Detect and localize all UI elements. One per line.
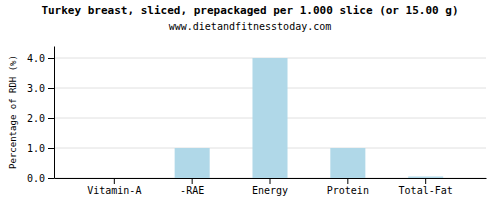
grid: [54, 58, 486, 178]
bar: [408, 177, 443, 179]
y-tick-label: 1.0: [27, 143, 45, 154]
y-axis-line: [54, 47, 55, 179]
y-tick-mark: [48, 88, 54, 89]
x-tick-label: Protein: [327, 185, 369, 196]
x-tick-mark: [270, 178, 271, 184]
chart-container: Turkey breast, sliced, prepackaged per 1…: [0, 0, 500, 200]
x-tick: Total-Fat: [399, 178, 453, 196]
y-tick-mark: [48, 148, 54, 149]
x-tick: Energy: [252, 178, 288, 196]
x-tick-label: Vitamin-A: [87, 185, 141, 196]
x-tick-label: Energy: [252, 185, 288, 196]
x-tick-mark: [114, 178, 115, 184]
x-tick: Protein: [327, 178, 369, 196]
y-tick-mark: [48, 178, 54, 179]
x-tick-label: Total-Fat: [399, 185, 453, 196]
bar: [97, 178, 132, 179]
y-tick: 3.0: [27, 83, 54, 94]
y-tick-mark: [48, 58, 54, 59]
x-tick: Vitamin-A: [87, 178, 141, 196]
y-axis: 0.0 1.0 2.0 3.0 4.0: [27, 47, 55, 184]
bar: [175, 148, 210, 178]
bar: [252, 58, 287, 178]
y-tick: 2.0: [27, 113, 54, 124]
subtitle: www.dietandfitnesstoday.com: [169, 21, 332, 32]
y-tick-mark: [48, 118, 54, 119]
x-tick: -RAE: [180, 178, 204, 196]
y-tick: 4.0: [27, 53, 54, 64]
chart-svg: Turkey breast, sliced, prepackaged per 1…: [0, 0, 500, 200]
x-tick-mark: [425, 178, 426, 184]
x-tick-mark: [347, 178, 348, 184]
x-tick-mark: [192, 178, 193, 184]
y-tick: 0.0: [27, 173, 54, 184]
y-tick-label: 2.0: [27, 113, 45, 124]
y-tick: 1.0: [27, 143, 54, 154]
y-axis-title: Percentage of RDH (%): [8, 55, 18, 169]
y-tick-label: 4.0: [27, 53, 45, 64]
y-tick-label: 0.0: [27, 173, 45, 184]
plot-area: [175, 58, 444, 178]
y-tick-label: 3.0: [27, 83, 45, 94]
x-axis: Vitamin-A -RAE Energy Protein Total-Fat: [55, 178, 487, 196]
title: Turkey breast, sliced, prepackaged per 1…: [41, 4, 458, 17]
x-tick-label: -RAE: [180, 185, 204, 196]
bar: [330, 148, 365, 178]
